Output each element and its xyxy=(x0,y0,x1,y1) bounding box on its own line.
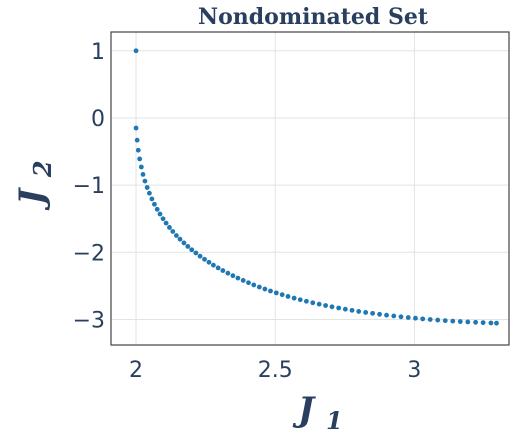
data-point xyxy=(140,171,146,177)
data-point xyxy=(391,313,397,319)
data-point xyxy=(147,190,152,196)
data-point xyxy=(427,317,433,322)
data-point xyxy=(157,211,163,217)
x-tick-label: 2.5 xyxy=(258,358,293,383)
data-point xyxy=(405,315,411,320)
data-point xyxy=(413,315,418,321)
x-axis-title-main: J xyxy=(292,390,316,430)
x-tick-label: 2 xyxy=(129,358,143,383)
data-point xyxy=(457,319,463,324)
data-points xyxy=(133,48,499,326)
data-point xyxy=(152,201,157,207)
data-point xyxy=(134,137,140,143)
x-axis-title-sub: 1 xyxy=(326,406,343,434)
data-point xyxy=(133,48,139,54)
data-point xyxy=(285,294,291,299)
y-tick-label: −1 xyxy=(73,174,105,199)
data-point xyxy=(336,305,342,311)
data-point xyxy=(142,178,148,184)
data-point xyxy=(230,273,236,279)
data-point xyxy=(240,278,246,283)
data-point xyxy=(262,286,268,292)
data-point xyxy=(342,306,348,312)
data-point xyxy=(174,233,179,238)
data-point xyxy=(149,196,155,202)
data-point xyxy=(273,290,279,296)
data-point xyxy=(154,206,160,212)
data-point xyxy=(202,256,207,262)
data-point xyxy=(316,301,322,307)
data-point xyxy=(225,270,231,276)
data-point xyxy=(297,297,303,303)
data-point xyxy=(279,292,285,298)
y-axis-title: J 2 xyxy=(12,160,57,211)
y-tick-label: −2 xyxy=(73,241,105,266)
data-point xyxy=(189,247,195,253)
data-point xyxy=(170,229,176,234)
data-point xyxy=(251,282,257,288)
plot-frame xyxy=(110,31,510,346)
data-point xyxy=(206,259,212,265)
grid-lines xyxy=(111,32,509,345)
data-point xyxy=(211,262,216,268)
data-point xyxy=(465,319,471,325)
x-axis-title: J 1 xyxy=(292,390,343,434)
y-axis-title-main: J xyxy=(12,187,52,211)
data-point xyxy=(133,125,139,131)
data-point xyxy=(363,310,369,315)
data-point xyxy=(138,164,144,170)
data-point xyxy=(291,295,297,301)
data-point xyxy=(420,316,426,322)
data-point xyxy=(220,268,226,273)
data-point xyxy=(356,309,362,314)
data-point xyxy=(246,280,251,286)
data-point xyxy=(256,284,262,290)
data-point xyxy=(181,240,187,246)
data-point xyxy=(135,147,141,153)
data-point xyxy=(435,317,441,323)
data-point xyxy=(197,253,203,259)
data-point xyxy=(473,319,479,325)
data-point xyxy=(215,265,221,271)
data-point xyxy=(137,156,143,162)
data-point xyxy=(442,318,448,324)
y-tick-labels: 1 0 −1 −2 −3 xyxy=(73,40,105,334)
x-tick-label: 3 xyxy=(407,358,421,383)
data-point xyxy=(377,311,382,317)
data-point xyxy=(398,314,404,320)
data-point xyxy=(185,243,191,249)
y-axis-title-sub: 2 xyxy=(28,160,57,178)
data-point xyxy=(160,216,166,222)
data-point xyxy=(235,275,241,281)
data-point xyxy=(303,298,309,304)
y-tick-label: 1 xyxy=(91,40,105,65)
data-point xyxy=(310,300,316,306)
data-point xyxy=(384,312,389,318)
data-point xyxy=(268,288,273,294)
data-point xyxy=(177,236,183,242)
data-point xyxy=(480,320,486,326)
chart-title: Nondominated Set xyxy=(198,4,429,30)
data-point xyxy=(167,225,172,230)
data-point xyxy=(163,220,169,226)
y-tick-label: 0 xyxy=(91,107,105,132)
data-point xyxy=(494,320,499,326)
data-point xyxy=(370,310,376,316)
data-point xyxy=(488,320,494,326)
data-point xyxy=(144,185,150,190)
data-point xyxy=(329,304,335,310)
data-point xyxy=(349,307,355,313)
data-point xyxy=(323,303,328,308)
y-tick-label: −3 xyxy=(73,308,105,333)
data-point xyxy=(193,250,199,256)
data-point xyxy=(450,318,456,324)
x-tick-labels: 2 2.5 3 xyxy=(129,358,421,383)
